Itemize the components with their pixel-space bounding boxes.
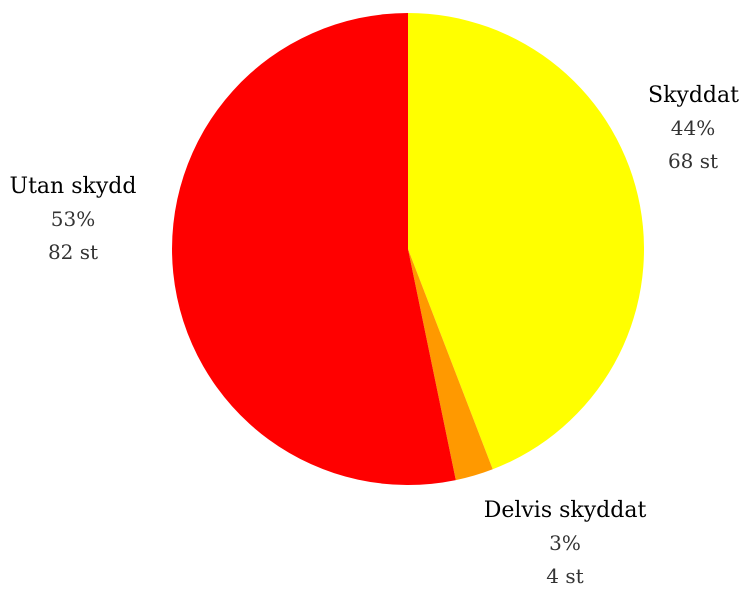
slice-percent-delvis-skyddat: 3% [470,527,660,560]
slice-name-utan-skydd: Utan skydd [0,170,146,203]
pie-slices [172,13,644,485]
slice-count-utan-skydd: 82 st [0,236,146,269]
slice-name-delvis-skyddat: Delvis skyddat [470,494,660,527]
slice-label-skyddat: Skyddat 44% 68 st [648,79,738,178]
slice-label-delvis-skyddat: Delvis skyddat 3% 4 st [470,494,660,593]
slice-name-skyddat: Skyddat [648,79,738,112]
slice-label-utan-skydd: Utan skydd 53% 82 st [0,170,146,269]
slice-count-delvis-skyddat: 4 st [470,560,660,593]
slice-percent-utan-skydd: 53% [0,203,146,236]
slice-percent-skyddat: 44% [648,112,738,145]
slice-count-skyddat: 68 st [648,145,738,178]
